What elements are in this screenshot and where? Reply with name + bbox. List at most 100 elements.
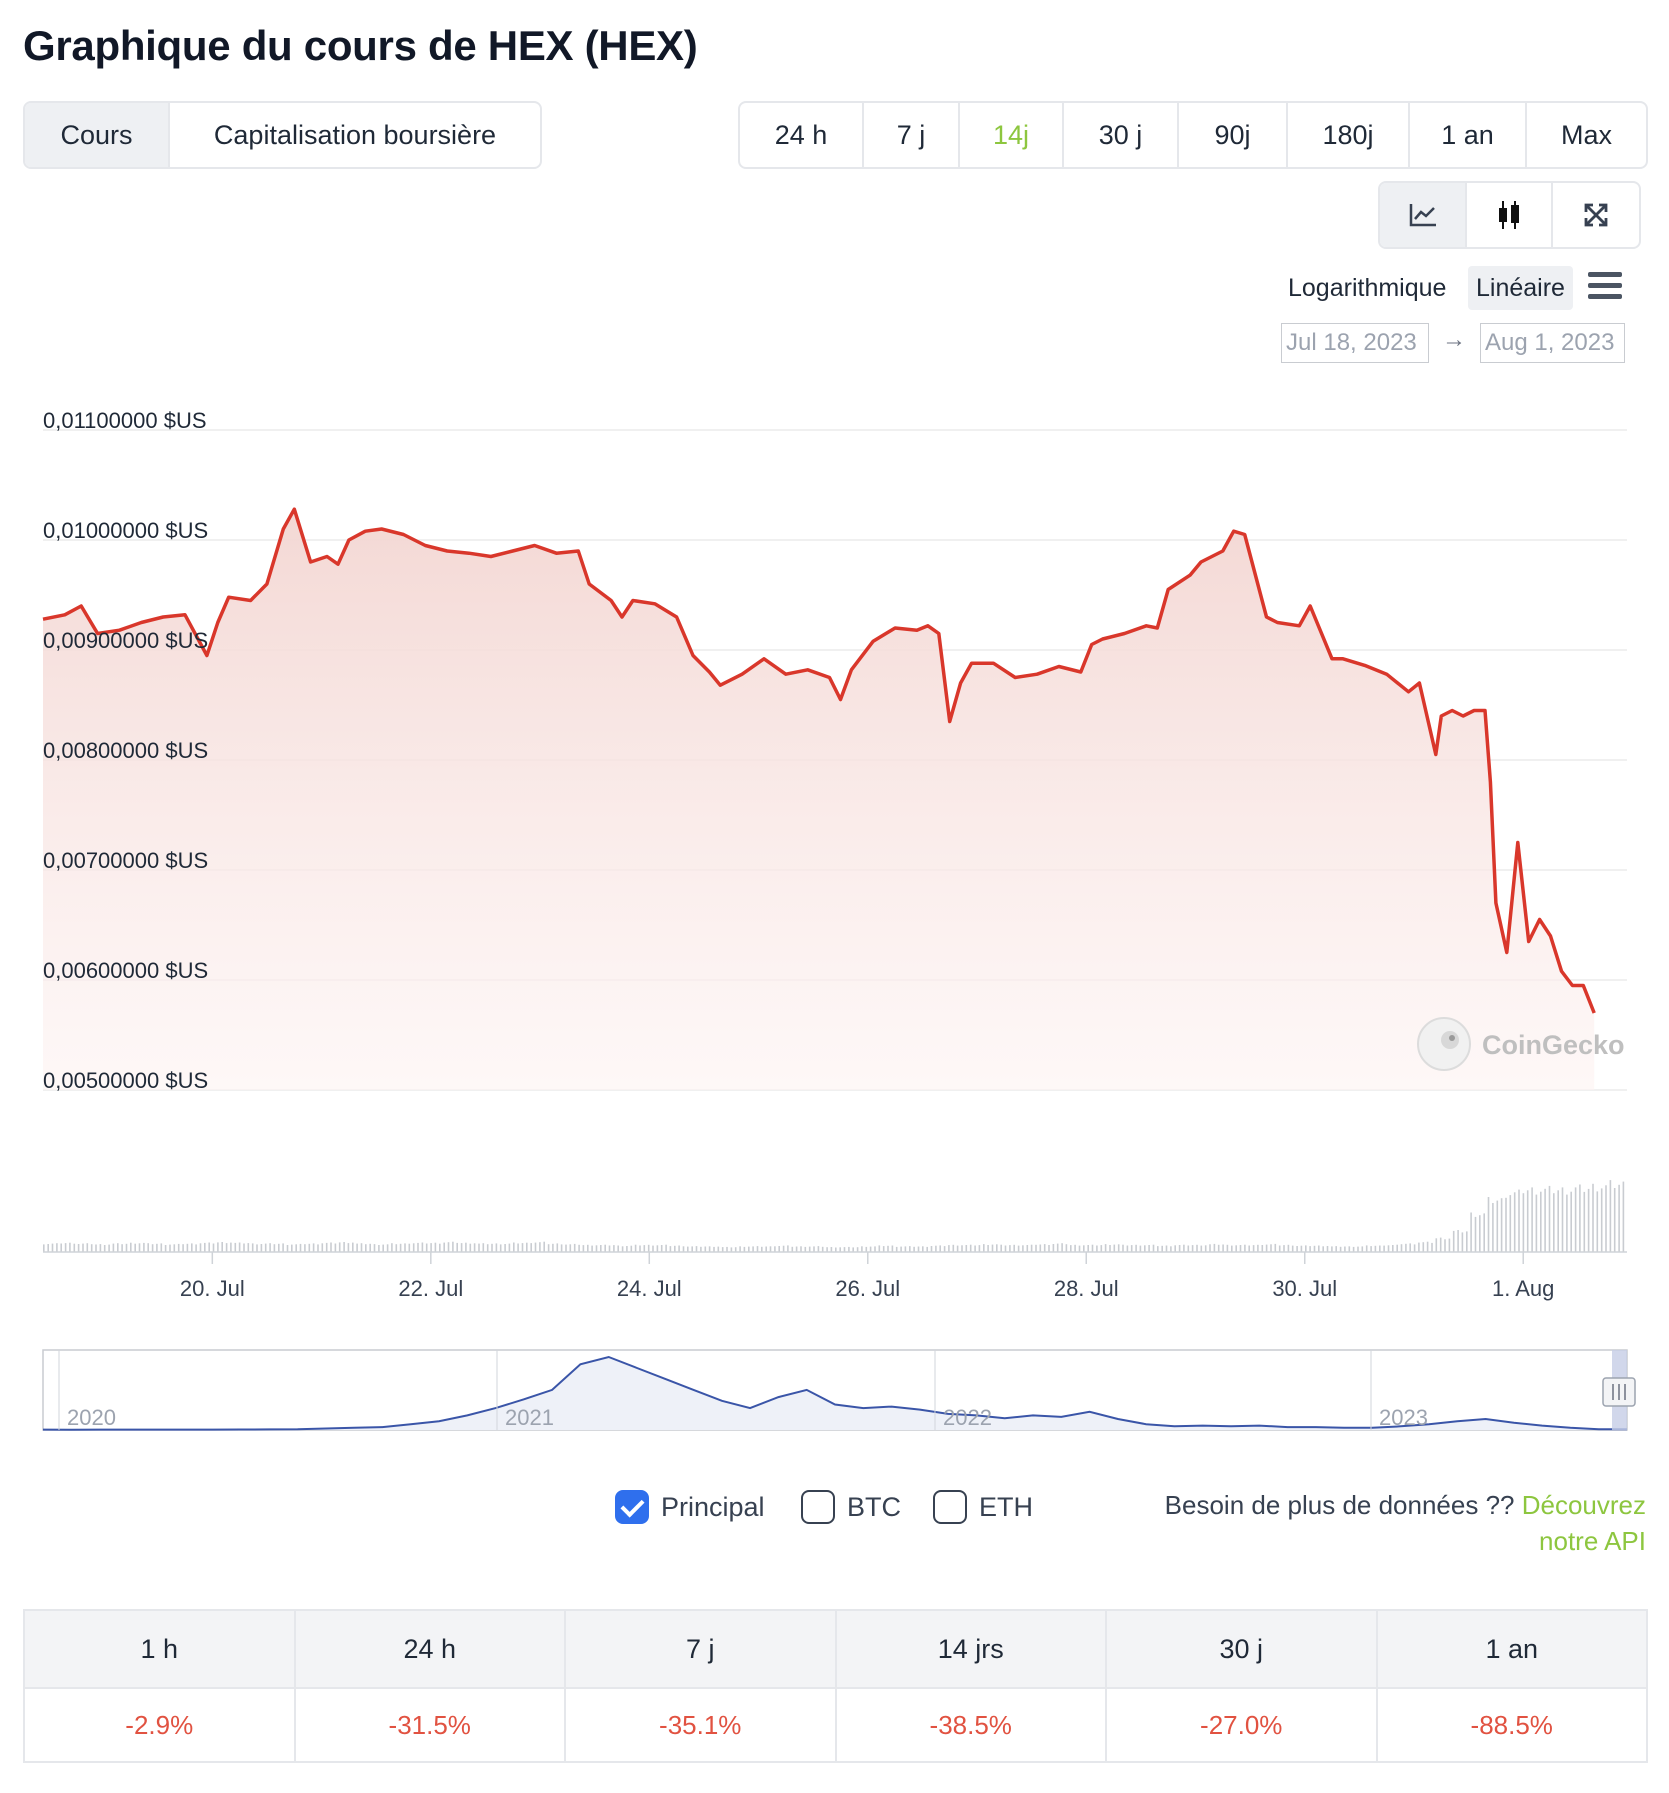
date-from-input[interactable]: Jul 18, 2023 xyxy=(1281,323,1429,363)
volume-bar xyxy=(112,1243,115,1252)
date-to-input[interactable]: Aug 1, 2023 xyxy=(1480,323,1625,363)
checkbox-principal[interactable] xyxy=(615,1490,649,1524)
volume-bar xyxy=(486,1244,489,1252)
volume-bar xyxy=(1013,1244,1015,1252)
volume-bar xyxy=(160,1243,163,1252)
range-1y[interactable]: 1 an xyxy=(1410,103,1527,167)
volume-bar xyxy=(1183,1244,1185,1252)
volume-bar xyxy=(1574,1187,1577,1252)
volume-bar xyxy=(1452,1230,1455,1252)
volume-bar xyxy=(800,1246,802,1252)
volume-bar xyxy=(1300,1245,1303,1252)
volume-bar xyxy=(1313,1245,1316,1252)
volume-bar xyxy=(1222,1244,1224,1252)
volume-bar xyxy=(1083,1245,1085,1252)
volume-bar xyxy=(1505,1197,1507,1252)
volume-bar xyxy=(482,1243,485,1252)
expand-icon[interactable] xyxy=(1553,183,1639,247)
volume-bar xyxy=(1357,1246,1359,1252)
volume-bar xyxy=(1056,1243,1059,1252)
volume-bar xyxy=(204,1242,206,1252)
volume-bar xyxy=(1379,1245,1381,1252)
volume-bar xyxy=(1113,1244,1116,1252)
range-90d[interactable]: 90j xyxy=(1179,103,1288,167)
range-14d[interactable]: 14j xyxy=(960,103,1064,167)
volume-bar xyxy=(221,1242,223,1253)
volume-bar xyxy=(395,1244,398,1252)
volume-bar xyxy=(378,1245,380,1252)
volume-bar xyxy=(1265,1244,1268,1252)
volume-bar xyxy=(895,1246,898,1252)
volume-bar xyxy=(1274,1243,1277,1252)
volume-bar xyxy=(652,1245,654,1252)
navigator-year-label: 2020 xyxy=(67,1405,116,1430)
volume-bar xyxy=(251,1243,254,1252)
range-max[interactable]: Max xyxy=(1560,119,1612,150)
tab-market-cap[interactable]: Capitalisation boursière xyxy=(213,119,497,150)
volume-bar xyxy=(1048,1245,1050,1252)
candlestick-icon[interactable] xyxy=(1467,183,1553,247)
volume-bar xyxy=(1400,1244,1403,1252)
volume-bar xyxy=(1165,1245,1168,1252)
volume-bar xyxy=(317,1244,319,1252)
volume-bar xyxy=(1305,1245,1307,1252)
range-navigator[interactable]: 2020 2021 2022 2023 xyxy=(42,1349,1636,1431)
line-chart-icon[interactable] xyxy=(1380,183,1467,247)
scale-logarithmic[interactable]: Logarithmique xyxy=(1288,274,1447,302)
x-tick-label: 26. Jul xyxy=(835,1276,900,1301)
checkbox-btc[interactable] xyxy=(801,1490,835,1524)
volume-bar xyxy=(1553,1193,1555,1252)
volume-bar xyxy=(508,1243,511,1252)
volume-bar xyxy=(452,1241,454,1252)
range-7d[interactable]: 7 j xyxy=(864,103,960,167)
price-chart[interactable]: 0,01100000 $US 0,01000000 $US 0,00900000 $… xyxy=(0,390,1669,1450)
volume-bar xyxy=(626,1246,628,1252)
volume-bar xyxy=(434,1242,437,1252)
y-tick-label: 0,00700000 $US xyxy=(43,848,208,873)
x-tick-label: 30. Jul xyxy=(1272,1276,1337,1301)
volume-bar xyxy=(1348,1246,1351,1252)
volume-bar xyxy=(882,1246,885,1252)
volume-bar xyxy=(713,1246,715,1252)
volume-bar xyxy=(1130,1245,1133,1252)
volume-bar xyxy=(365,1244,367,1252)
volume-bar xyxy=(734,1247,737,1252)
volume-bar xyxy=(552,1243,554,1252)
volume-bar xyxy=(1579,1184,1581,1252)
volume-bar xyxy=(1026,1245,1029,1252)
hamburger-menu-icon[interactable] xyxy=(1588,272,1622,305)
volume-bar xyxy=(608,1245,611,1252)
scale-linear[interactable]: Linéaire xyxy=(1468,266,1573,310)
volume-bar xyxy=(1418,1242,1420,1252)
checkbox-eth[interactable] xyxy=(933,1490,967,1524)
tab-cours[interactable]: Cours xyxy=(25,103,170,167)
volume-bar xyxy=(613,1245,615,1252)
range-30d[interactable]: 30 j xyxy=(1064,103,1179,167)
volume-bar xyxy=(1370,1246,1372,1252)
volume-bar xyxy=(334,1243,337,1252)
volume-bar xyxy=(199,1243,202,1252)
perf-header: 24 h xyxy=(293,1609,566,1689)
volume-bar xyxy=(1448,1238,1451,1252)
volume-bar xyxy=(569,1244,572,1252)
volume-bar xyxy=(177,1243,180,1252)
compare-principal[interactable]: Principal xyxy=(615,1490,765,1524)
price-line xyxy=(42,507,1596,1014)
volume-bar xyxy=(534,1242,537,1252)
volume-bar xyxy=(909,1246,911,1252)
compare-btc[interactable]: BTC xyxy=(801,1490,901,1524)
volume-bar xyxy=(900,1246,902,1252)
volume-bar xyxy=(839,1247,841,1252)
compare-eth[interactable]: ETH xyxy=(933,1490,1033,1524)
volume-bar xyxy=(695,1246,698,1252)
volume-bar xyxy=(769,1246,772,1252)
volume-bar xyxy=(1231,1245,1233,1252)
volume-bar xyxy=(1396,1244,1398,1252)
range-180d[interactable]: 180j xyxy=(1288,103,1410,167)
volume-bar xyxy=(582,1245,585,1252)
api-link[interactable]: Découvrez notre API xyxy=(1521,1490,1646,1556)
x-tick-label: 24. Jul xyxy=(617,1276,682,1301)
volume-bar xyxy=(556,1243,559,1252)
range-24h[interactable]: 24 h xyxy=(740,103,864,167)
volume-bar xyxy=(382,1244,384,1252)
